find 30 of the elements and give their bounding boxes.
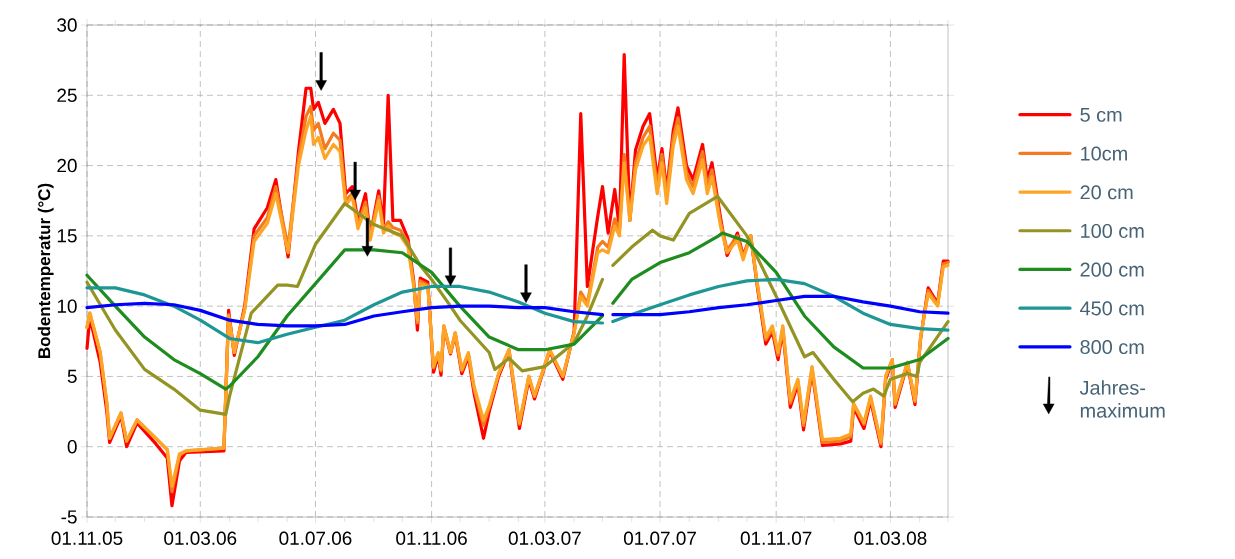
point bbox=[361, 246, 374, 257]
legend-label: 100 cm bbox=[1081, 223, 1144, 238]
x-tick-label: 01.03.06 bbox=[164, 531, 237, 545]
x-tick-label: 01.11.06 bbox=[396, 531, 467, 545]
y-tick-label: 0 bbox=[67, 440, 77, 454]
y-tick-label: 5 bbox=[67, 369, 77, 384]
x-tick-label: 01.07.07 bbox=[623, 531, 696, 545]
point bbox=[444, 275, 457, 287]
legend-label: 200 cm bbox=[1080, 262, 1144, 277]
y-tick-label: 25 bbox=[57, 88, 77, 102]
x-tick-label: 01.11.07 bbox=[740, 531, 812, 545]
y-tick-label: 15 bbox=[57, 229, 77, 243]
x-tick-label: 01.03.08 bbox=[854, 531, 927, 545]
x-tick-label: 01.11.05 bbox=[51, 531, 123, 545]
legend-label: 20 cm bbox=[1080, 185, 1133, 200]
legend-label: 10cm bbox=[1081, 146, 1127, 161]
point bbox=[315, 80, 327, 91]
x-tick-label: 01.03.07 bbox=[508, 531, 581, 545]
legend-label: 5 cm bbox=[1080, 107, 1122, 122]
legend-label: 450 cm bbox=[1080, 301, 1144, 316]
x-tick-label: 01.07.06 bbox=[279, 531, 352, 545]
y-axis-title: Bodentemperatur (°C) bbox=[37, 183, 54, 358]
point bbox=[520, 292, 532, 303]
legend-label: 800 cm bbox=[1080, 340, 1144, 355]
point bbox=[349, 189, 361, 201]
y-tick-label: 10 bbox=[57, 299, 77, 313]
legend-label: Jahres-maximum bbox=[1079, 380, 1165, 418]
y-tick-label: 30 bbox=[57, 18, 77, 32]
y-tick-label: -5 bbox=[61, 510, 77, 524]
y-tick-label: 20 bbox=[57, 158, 77, 173]
